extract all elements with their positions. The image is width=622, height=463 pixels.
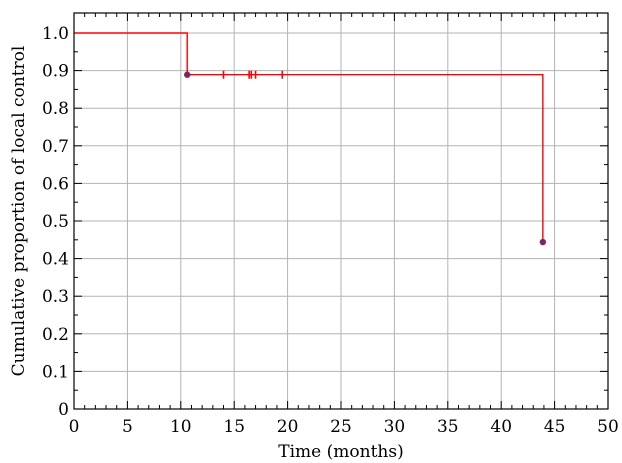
x-tick-label: 20 <box>277 417 299 437</box>
y-tick-label: 0.5 <box>42 212 69 232</box>
y-tick-label: 0.8 <box>42 99 69 119</box>
x-tick-label: 45 <box>544 417 566 437</box>
grid <box>74 13 608 409</box>
x-tick-label: 0 <box>69 417 80 437</box>
y-axis-title: Cumulative proportion of local control <box>9 46 29 377</box>
x-tick-labels: 0 5 10 15 20 25 30 35 40 45 50 <box>69 417 619 437</box>
x-tick-label: 40 <box>490 417 512 437</box>
x-tick-label: 15 <box>223 417 245 437</box>
plot-frame <box>73 12 609 410</box>
event-point <box>539 238 547 246</box>
x-tick-label: 5 <box>122 417 133 437</box>
y-tick-label: 0.1 <box>42 362 69 382</box>
x-tick-label: 50 <box>597 417 619 437</box>
y-tick-label: 1.0 <box>42 24 69 44</box>
x-tick-label: 10 <box>170 417 192 437</box>
x-tick-label: 30 <box>384 417 406 437</box>
axis-ticks <box>73 13 609 410</box>
y-tick-label: 0.4 <box>42 250 69 270</box>
survival-curve-group <box>74 32 547 246</box>
y-tick-labels: 0 0.1 0.2 0.3 0.4 0.5 0.6 0.7 0.8 0.9 1.0 <box>42 24 69 420</box>
y-tick-label: 0.7 <box>42 137 69 157</box>
event-point <box>184 71 191 78</box>
y-tick-label: 0.2 <box>42 325 69 345</box>
survival-step-line <box>74 32 544 243</box>
y-tick-label: 0.6 <box>42 174 69 194</box>
x-tick-label: 25 <box>330 417 352 437</box>
x-axis-title: Time (months) <box>278 442 403 462</box>
y-tick-label: 0 <box>58 400 69 420</box>
y-tick-label: 0.3 <box>42 287 69 307</box>
y-tick-label: 0.9 <box>42 62 69 82</box>
x-tick-label: 35 <box>437 417 459 437</box>
